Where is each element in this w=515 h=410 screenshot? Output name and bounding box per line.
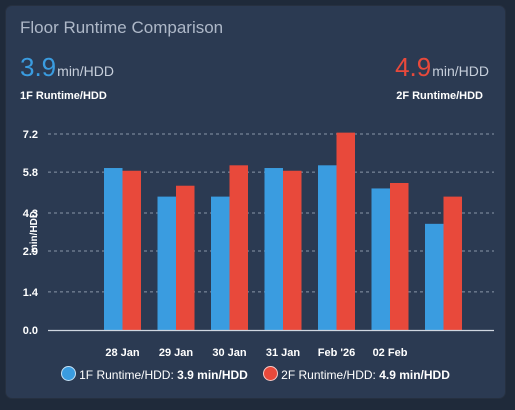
stat-2f-label: 2F Runtime/HDD — [396, 90, 483, 102]
card-title: Floor Runtime Comparison — [20, 18, 224, 37]
bar-2f-3 — [283, 170, 302, 330]
x-tick-label: Feb '26 — [318, 347, 355, 359]
y-tick-label: 0.0 — [23, 325, 38, 337]
bar-1f-2 — [211, 196, 230, 330]
bar-chart: 0.0 1.4 2.9 4.3 5.8 7.2 min/HDD 28 Jan 29 Jan 30 … — [23, 129, 494, 359]
bar-1f-5 — [371, 188, 390, 330]
bar-2f-6 — [443, 196, 462, 330]
legend-item-1f[interactable]: 1F Runtime/HDD: 3.9 min/HDD — [61, 366, 248, 382]
legend-swatch-2f — [263, 366, 279, 381]
bar-2f-1 — [176, 185, 195, 330]
chart-card: Floor Runtime Comparison 3.9min/HDD 1F R… — [6, 6, 505, 398]
x-tick-label: 31 Jan — [266, 347, 301, 359]
bar-2f-4 — [336, 132, 355, 330]
y-tick-label: 5.8 — [23, 167, 38, 179]
bar-1f-4 — [318, 165, 337, 330]
y-tick-label: 2.9 — [23, 246, 38, 258]
chart-legend: 1F Runtime/HDD: 3.9 min/HDD 2F Runtime/H… — [6, 366, 505, 382]
bar-1f-1 — [157, 196, 176, 330]
stat-1f-label: 1F Runtime/HDD — [20, 90, 107, 102]
stat-2f: 4.9min/HDD — [395, 52, 489, 83]
bar-2f-2 — [229, 165, 248, 330]
y-axis-label: min/HDD — [29, 211, 40, 253]
legend-item-2f[interactable]: 2F Runtime/HDD: 4.9 min/HDD — [263, 366, 450, 382]
stat-1f: 3.9min/HDD — [20, 52, 114, 83]
stat-2f-unit: min/HDD — [432, 63, 489, 79]
x-tick-label: 02 Feb — [373, 347, 408, 359]
legend-swatch-1f — [61, 366, 77, 381]
bar-1f-3 — [264, 168, 283, 330]
stat-2f-value: 4.9 — [395, 52, 432, 82]
legend-value-2f: 4.9 min/HDD — [379, 368, 450, 382]
legend-value-1f: 3.9 min/HDD — [177, 368, 248, 382]
y-tick-label: 4.3 — [23, 208, 38, 220]
x-tick-label: 28 Jan — [105, 347, 140, 359]
legend-label-2f: 2F Runtime/HDD: — [281, 368, 376, 382]
y-tick-label: 1.4 — [23, 287, 39, 299]
bar-2f-0 — [122, 170, 141, 330]
bar-2f-5 — [390, 183, 409, 330]
stat-1f-value: 3.9 — [20, 52, 57, 82]
legend-label-1f: 1F Runtime/HDD: — [79, 368, 174, 382]
stat-1f-unit: min/HDD — [57, 63, 114, 79]
bar-1f-0 — [104, 168, 123, 330]
x-tick-label: 30 Jan — [212, 347, 247, 359]
x-tick-label: 29 Jan — [159, 347, 194, 359]
bar-1f-6 — [425, 223, 444, 330]
y-tick-label: 7.2 — [23, 129, 38, 141]
